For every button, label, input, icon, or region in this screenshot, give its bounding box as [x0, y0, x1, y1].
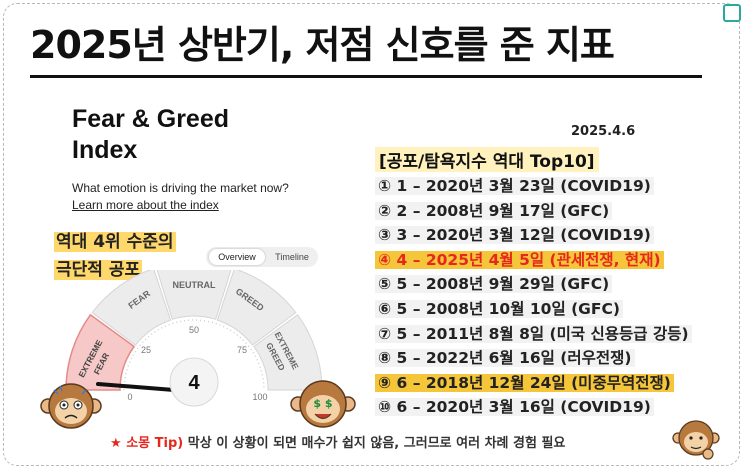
scared-monkey-icon	[40, 383, 102, 429]
thinking-monkey-icon	[672, 420, 720, 460]
tab-timeline[interactable]: Timeline	[275, 252, 309, 262]
view-toggle: Overview Timeline	[206, 247, 318, 267]
rank-item-10: ⑩ 6 – 2020년 3월 16일 (COVID19)	[375, 395, 692, 420]
fear-greed-gauge: EXTREME FEAR FEAR NEUTRAL GREED EXTREME …	[65, 270, 323, 407]
money-monkey-icon: $ $	[290, 380, 356, 428]
tip-line: ★ 소몽 Tip) 막상 이 상황이 되면 매수가 쉽지 않음, 그러므로 여러…	[110, 432, 565, 451]
learn-more-link[interactable]: Learn more about the index	[72, 198, 219, 212]
gauge-hub	[169, 357, 219, 407]
rank-item-4: ④ 4 – 2025년 4월 5일 (관세전쟁, 현재)	[375, 248, 692, 273]
rank-item-2: ② 2 – 2008년 9월 17일 (GFC)	[375, 199, 692, 224]
fear-greed-title: Fear & Greed Index	[72, 104, 229, 166]
corner-badge	[723, 4, 741, 22]
label-neutral: NEUTRAL	[173, 280, 216, 290]
rank-item-7: ⑦ 5 – 2011년 8월 8일 (미국 신용등급 강등)	[375, 322, 692, 347]
tick-100: 100	[252, 392, 267, 402]
rank-note: 역대 4위 수준의 극단적 공포	[54, 228, 176, 284]
rank-item-3: ③ 3 – 2020년 3월 12일 (COVID19)	[375, 223, 692, 248]
fear-greed-title-line1: Fear & Greed	[72, 105, 230, 133]
fear-greed-title-line2: Index	[72, 136, 138, 164]
gauge-segment-fear	[91, 270, 172, 346]
top10-list: ① 1 – 2020년 3월 23일 (COVID19) ② 2 – 2008년…	[375, 174, 692, 420]
tick-75: 75	[237, 345, 247, 355]
tick-50: 50	[189, 325, 199, 335]
title-underline	[30, 75, 702, 78]
star-icon: ★	[110, 436, 122, 451]
top10-title: [공포/탐욕지수 역대 Top10]	[375, 147, 599, 172]
gauge-segment-greed	[216, 270, 297, 346]
page-title: 2025년 상반기, 저점 신호를 준 지표	[30, 23, 615, 67]
gauge-segment-neutral	[156, 270, 232, 320]
tick-0: 0	[127, 392, 132, 402]
tab-overview[interactable]: Overview	[209, 249, 265, 265]
rank-note-line1: 역대 4위 수준의	[54, 232, 176, 252]
tip-lead: 소몽 Tip)	[126, 436, 184, 451]
rank-item-1: ① 1 – 2020년 3월 23일 (COVID19)	[375, 174, 692, 199]
fear-greed-question: What emotion is driving the market now?	[72, 181, 289, 195]
rank-item-6: ⑥ 5 – 2008년 10월 10일 (GFC)	[375, 297, 692, 322]
rank-item-8: ⑧ 5 – 2022년 6월 16일 (러우전쟁)	[375, 346, 692, 371]
gauge-value: 4	[188, 372, 200, 394]
rank-item-9: ⑨ 6 – 2018년 12월 24일 (미중무역전쟁)	[375, 371, 692, 396]
rank-item-5: ⑤ 5 – 2008년 9월 29일 (GFC)	[375, 272, 692, 297]
monkey-dollar-eyes: $ $	[313, 397, 332, 410]
rank-note-line2: 극단적 공포	[54, 260, 143, 280]
tick-25: 25	[141, 345, 151, 355]
gauge-segment-extreme-fear	[65, 313, 136, 391]
report-date: 2025.4.6	[571, 124, 636, 139]
tip-text: 막상 이 상황이 되면 매수가 쉽지 않음, 그러므로 여러 차례 경험 필요	[187, 436, 566, 451]
gauge-needle	[96, 382, 176, 392]
gauge-inner-arc	[123, 319, 265, 391]
